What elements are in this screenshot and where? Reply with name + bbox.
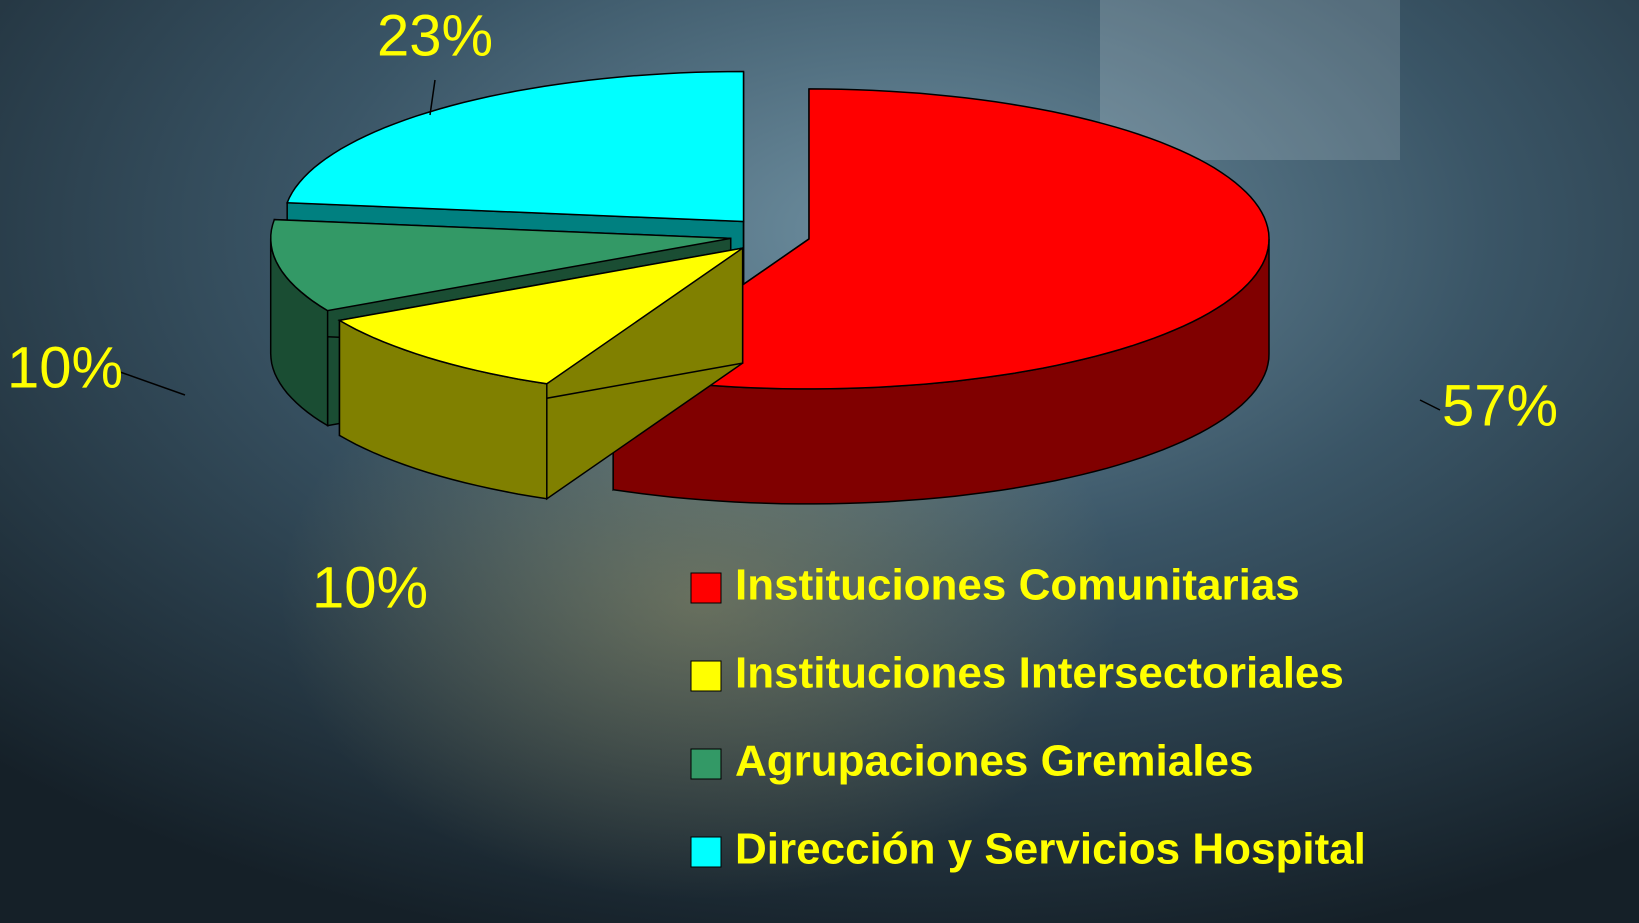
leader-line	[429, 79, 436, 116]
pie	[269, 70, 1270, 505]
slice	[611, 88, 1270, 390]
value-label: 10%	[7, 335, 123, 400]
slice	[286, 70, 745, 223]
legend-swatch	[690, 836, 722, 868]
value-label: 23%	[377, 3, 493, 68]
legend-swatch	[690, 748, 722, 780]
legend-swatch	[690, 572, 722, 604]
value-label: 57%	[1442, 373, 1558, 438]
value-label: 10%	[312, 555, 428, 620]
background-board	[1100, 0, 1400, 160]
legend-label: Instituciones Comunitarias	[735, 561, 1300, 610]
legend-label: Instituciones Intersectoriales	[735, 649, 1344, 698]
value-labels: 57% 10% 10% 23%	[7, 3, 1558, 620]
legend: Instituciones Comunitarias Instituciones …	[690, 561, 1366, 874]
legend-label: Dirección y Servicios Hospital	[735, 825, 1366, 874]
legend-swatch	[690, 660, 722, 692]
slice	[270, 218, 731, 312]
slice	[337, 247, 744, 385]
legend-label: Agrupaciones Gremiales	[735, 737, 1253, 786]
leader-line	[1419, 399, 1441, 411]
leader-line	[119, 371, 186, 396]
